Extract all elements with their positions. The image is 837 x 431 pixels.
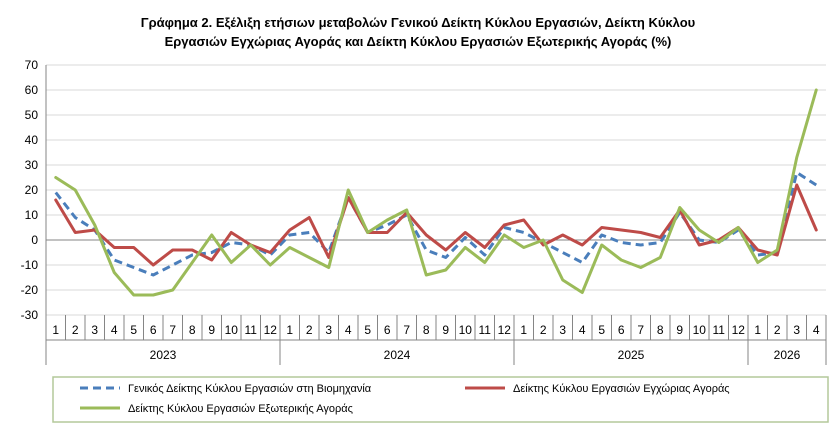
y-tick-label: -10 — [21, 258, 39, 272]
gridlines — [46, 64, 826, 316]
month-tick-label: 3 — [559, 323, 566, 337]
legend: Γενικός Δείκτης Κύκλου Εργασιών στη Βιομ… — [52, 376, 829, 423]
month-tick-label: 3 — [793, 323, 800, 337]
month-tick-label: 9 — [208, 323, 215, 337]
y-tick-label: 60 — [25, 83, 39, 97]
month-tick-label: 7 — [169, 323, 176, 337]
month-tick-label: 10 — [225, 323, 239, 337]
month-tick-label: 1 — [286, 323, 293, 337]
month-tick-label: 2 — [306, 323, 313, 337]
legend-label-2: Δείκτης Κύκλου Εργασιών Εγχώριας Αγοράς — [513, 383, 730, 395]
month-tick-label: 5 — [598, 323, 605, 337]
month-tick-label: 2 — [72, 323, 79, 337]
y-tick-label: 10 — [25, 208, 39, 222]
month-tick-label: 8 — [423, 323, 430, 337]
month-tick-label: 1 — [52, 323, 59, 337]
month-tick-label: 8 — [189, 323, 196, 337]
plot-area — [54, 88, 818, 297]
month-tick-label: 9 — [676, 323, 683, 337]
y-tick-label: 0 — [31, 233, 38, 247]
month-tick-label: 9 — [442, 323, 449, 337]
month-tick-label: 11 — [479, 323, 492, 337]
month-tick-label: 4 — [813, 323, 820, 337]
month-tick-label: 2 — [540, 323, 547, 337]
month-tick-label: 10 — [459, 323, 473, 337]
month-tick-label: 3 — [91, 323, 98, 337]
y-tick-label: 50 — [25, 108, 39, 122]
month-tick-label: 1 — [754, 323, 761, 337]
chart-title-line-2: Εργασιών Εγχώριας Αγοράς και Δείκτη Κύκλ… — [165, 34, 672, 49]
month-tick-label: 4 — [345, 323, 352, 337]
month-tick-label: 12 — [498, 323, 512, 337]
month-tick-label: 5 — [364, 323, 371, 337]
series-line-2 — [54, 183, 818, 267]
month-tick-label: 6 — [618, 323, 625, 337]
y-tick-label: 70 — [25, 58, 39, 72]
y-tick-label: 40 — [25, 133, 39, 147]
series-line-3 — [54, 88, 818, 297]
month-tick-label: 5 — [130, 323, 137, 337]
month-tick-label: 12 — [264, 323, 278, 337]
month-tick-label: 3 — [325, 323, 332, 337]
chart-title-line-1: Γράφημα 2. Εξέλιξη ετήσιων μεταβολών Γεν… — [141, 15, 696, 30]
month-tick-label: 7 — [637, 323, 644, 337]
month-tick-label: 11 — [245, 323, 258, 337]
legend-frame — [52, 376, 829, 423]
year-label: 2024 — [384, 348, 411, 362]
legend-label-1: Γενικός Δείκτης Κύκλου Εργασιών στη Βιομ… — [128, 383, 372, 395]
series-line-1 — [54, 171, 818, 277]
y-tick-label: -20 — [21, 283, 39, 297]
month-tick-label: 4 — [111, 323, 118, 337]
y-axis: -30 -20 -10 0 10 20 30 40 50 60 70 — [21, 58, 47, 365]
year-label: 2023 — [150, 348, 177, 362]
month-tick-label: 2 — [774, 323, 781, 337]
month-tick-label: 4 — [579, 323, 586, 337]
year-label: 2025 — [618, 348, 645, 362]
month-tick-label: 12 — [732, 323, 746, 337]
month-tick-label: 1 — [520, 323, 527, 337]
y-tick-label: 30 — [25, 158, 39, 172]
month-tick-label: 10 — [693, 323, 707, 337]
year-label: 2026 — [774, 348, 801, 362]
month-tick-label: 7 — [403, 323, 410, 337]
legend-label-3: Δείκτης Κύκλου Εργασιών Εξωτερικής Αγορά… — [128, 403, 353, 415]
month-tick-label: 11 — [713, 323, 726, 337]
month-tick-label: 6 — [384, 323, 391, 337]
y-tick-label: 20 — [25, 183, 39, 197]
month-tick-label: 8 — [657, 323, 664, 337]
month-tick-label: 6 — [150, 323, 157, 337]
y-tick-label: -30 — [21, 308, 39, 322]
